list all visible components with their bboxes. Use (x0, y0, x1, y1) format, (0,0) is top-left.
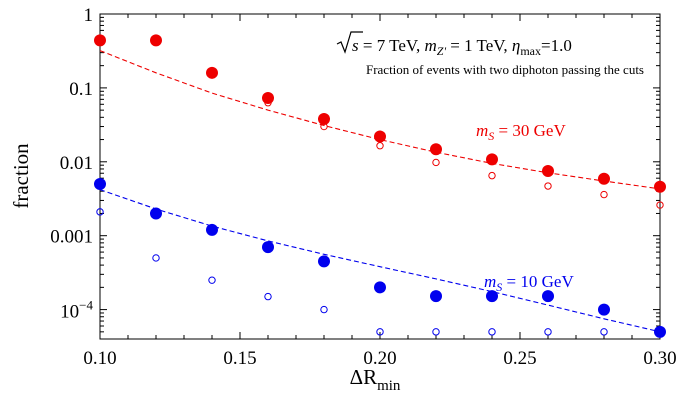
annotation-line-1: s = 7 TeV, mZ' = 1 TeV, ηmax=1.0 (352, 36, 572, 58)
open-point-series-1 (152, 254, 160, 262)
x-tick-label: 0.30 (643, 348, 676, 369)
open-point-series-1 (488, 328, 496, 336)
x-tick-label: 0.15 (223, 348, 256, 369)
open-point-series-1 (376, 328, 384, 336)
filled-point-series-1 (94, 178, 106, 191)
x-tick-label: 0.20 (363, 348, 396, 369)
filled-point-series-0 (430, 143, 442, 156)
filled-point-series-1 (654, 325, 666, 338)
open-point-series-1 (320, 305, 328, 314)
open-point-series-0 (376, 142, 384, 150)
filled-point-series-1 (318, 255, 330, 268)
open-point-series-0 (544, 182, 552, 190)
filled-point-series-1 (542, 290, 554, 303)
open-point-series-0 (488, 171, 496, 180)
open-point-series-1 (544, 328, 552, 336)
filled-point-series-0 (374, 130, 386, 143)
filled-point-series-1 (430, 290, 442, 303)
fit-curve-series-0 (99, 50, 661, 190)
open-point-series-1 (208, 276, 216, 284)
filled-point-series-1 (150, 207, 162, 220)
filled-point-series-0 (206, 66, 218, 79)
fit-curves (99, 50, 661, 333)
filled-point-series-0 (94, 34, 106, 47)
x-axis-title: ΔRmin (350, 365, 401, 394)
open-point-series-1 (264, 292, 272, 301)
filled-point-series-1 (262, 241, 274, 254)
open-point-series-0 (432, 158, 440, 167)
filled-point-series-0 (542, 165, 554, 178)
filled-point-series-0 (318, 112, 330, 125)
open-point-series-0 (600, 190, 608, 199)
series-label-ms-10: mS = 10 GeV (484, 272, 574, 294)
filled-point-series-1 (206, 223, 218, 236)
data-points (94, 34, 666, 338)
y-tick-label-power: 10−4 (60, 298, 93, 323)
y-tick-label: 0.001 (50, 227, 93, 248)
open-point-series-1 (432, 328, 440, 336)
filled-point-series-1 (598, 303, 610, 316)
filled-point-series-1 (374, 281, 386, 294)
chart-annotation: s = 7 TeV, mZ' = 1 TeV, ηmax=1.0 Fractio… (336, 31, 644, 77)
filled-point-series-0 (654, 180, 666, 193)
y-tick-label: 0.01 (60, 153, 93, 174)
annotation-line-2: Fraction of events with two diphoton pas… (366, 62, 644, 77)
tick-marks (99, 13, 661, 340)
y-axis-title: fraction (9, 143, 33, 209)
filled-point-series-1 (486, 290, 498, 303)
filled-point-series-0 (486, 153, 498, 166)
open-point-series-0 (656, 201, 664, 209)
y-tick-label: 0.1 (69, 79, 93, 100)
filled-point-series-0 (598, 172, 610, 185)
open-point-series-1 (600, 328, 608, 336)
sqrt-sign (336, 31, 363, 54)
tick-labels: 0.10 0.15 0.20 0.25 0.30 1 0.1 0.01 0.001 10−4 (50, 5, 676, 369)
x-tick-label: 0.25 (503, 348, 536, 369)
fit-curve-series-1 (99, 189, 661, 333)
filled-point-series-0 (150, 34, 162, 47)
x-tick-label: 0.10 (83, 348, 116, 369)
series-label-ms-30: mS = 30 GeV (476, 121, 566, 143)
y-tick-label: 1 (84, 5, 94, 26)
open-point-series-1 (96, 208, 104, 216)
filled-point-series-0 (262, 91, 274, 104)
